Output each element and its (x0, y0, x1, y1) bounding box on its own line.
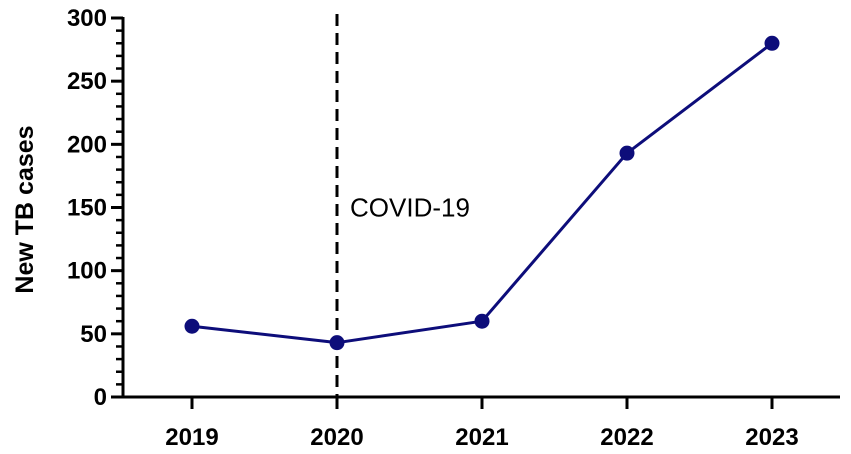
data-point-2019 (184, 318, 200, 334)
x-tick-label: 2021 (455, 424, 508, 451)
data-point-2020 (329, 335, 345, 351)
data-point-2023 (764, 35, 780, 51)
y-tick-label: 100 (67, 258, 107, 285)
data-point-2022 (619, 145, 635, 161)
y-axis-title: New TB cases (11, 125, 39, 293)
data-point-2021 (474, 313, 490, 329)
x-tick-label: 2023 (745, 424, 798, 451)
series-layer (184, 35, 780, 351)
y-tick-label: 250 (67, 68, 107, 95)
labels-layer: New TB cases COVID-19 (11, 125, 470, 293)
y-tick-label: 150 (67, 195, 107, 222)
y-tick-label: 200 (67, 131, 107, 158)
axes-layer: 0 50 100 150 200 250 300 2019 2020 2021 2022 2023 (67, 5, 840, 451)
y-tick-label: 300 (67, 5, 107, 32)
series-line (191, 42, 773, 345)
y-tick-label: 50 (80, 321, 107, 348)
covid-annotation-label: COVID-19 (350, 193, 470, 223)
x-tick-label: 2019 (165, 424, 218, 451)
x-tick-label: 2020 (310, 424, 363, 451)
y-tick-label: 0 (94, 384, 107, 411)
x-tick-label: 2022 (600, 424, 653, 451)
